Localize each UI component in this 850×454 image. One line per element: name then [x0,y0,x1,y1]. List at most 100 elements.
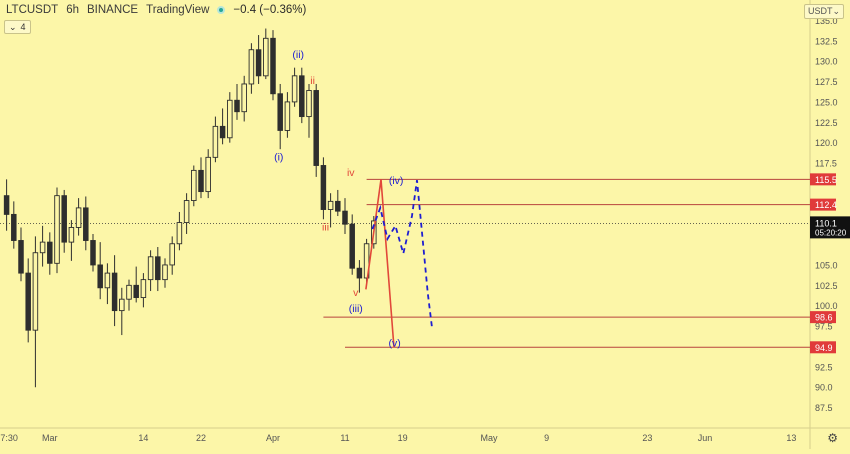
y-tick-label: 100.0 [815,301,838,311]
candle-body [291,75,298,103]
y-tick-label: 87.5 [815,403,833,413]
y-tick-label: 92.5 [815,362,833,372]
candle-body [18,240,24,274]
x-tick-label: Apr [266,433,280,443]
candle-body [47,241,53,264]
y-tick-label: 105.0 [815,260,838,270]
level-tag-label: 112.4 [815,200,837,210]
current-price-tag [810,216,850,239]
indicator-count: 4 [20,22,26,32]
candle-body [97,264,103,289]
candle-body [176,222,183,245]
countdown-label: 05:20:20 [815,228,847,237]
x-tick-label: 9 [544,433,549,443]
y-tick-label: 122.5 [815,118,838,128]
wave-label: iv [347,167,355,179]
gear-icon[interactable]: ⚙ [827,431,838,445]
wave-label: (i) [274,152,283,164]
candle-body [104,272,111,289]
candle-body [227,99,233,139]
candle-body [3,195,10,215]
candle-body [54,195,60,264]
candle-body [183,200,190,224]
candle-body [255,49,262,77]
wave-label: (v) [389,337,401,349]
candle-body [133,284,139,299]
candle-body [32,252,39,331]
exchange-label: BINANCE [86,4,139,16]
candle-body [241,83,247,113]
candle-body [126,284,132,300]
currency-selector[interactable]: USDT⌄ [803,4,844,19]
wave-projection-blue [371,180,434,329]
interval-label[interactable]: 6h [66,4,79,16]
x-tick-label: May [480,433,498,443]
candle-body [25,272,31,331]
candle-body [342,210,348,225]
x-tick-label: 23 [642,433,652,443]
x-tick-label: 17:30 [0,433,18,443]
candle-body [198,169,204,193]
candle-body [306,90,312,118]
candle-body [248,49,255,85]
candle-body [234,99,240,113]
indicator-toggle[interactable]: ⌄ 4 [4,20,31,34]
y-tick-label: 102.5 [815,281,838,291]
candle-body [335,200,341,212]
level-tag-label: 98.6 [815,313,833,323]
x-tick-label: 22 [196,433,206,443]
y-tick-label: 132.5 [815,36,838,46]
wave-projection-red [365,179,395,348]
price-change: −0.4 (−0.36%) [233,4,307,16]
candle-body [68,227,75,243]
wave-label: (iii) [349,303,363,315]
chart-header: LTCUSDT 6h BINANCE TradingView −0.4 (−0.… [6,4,306,16]
y-tick-label: 97.5 [815,322,833,332]
symbol-name[interactable]: LTCUSDT [6,4,59,16]
candle-body [270,37,276,95]
candle-body [299,75,305,118]
candle-body [169,243,175,266]
wave-label: v [353,287,359,299]
candle-body [191,169,197,201]
candle-body [75,207,82,228]
candle-body [162,264,168,281]
x-tick-label: Mar [42,433,58,443]
candle-body [219,125,226,139]
candle-body [212,125,219,158]
wave-label: ii [310,75,315,87]
level-tag-label: 94.9 [815,343,833,353]
x-tick-label: 11 [340,433,349,443]
candle-body [363,243,370,279]
y-tick-label: 125.0 [815,97,838,107]
candle-body [349,223,355,269]
candle-body [119,298,125,312]
candle-body [313,90,319,166]
candle-body [83,207,89,241]
candle-body [140,279,147,299]
x-tick-label: 13 [786,433,796,443]
candle-body [284,101,291,131]
level-tag [810,341,836,354]
x-tick-label: Jun [698,433,713,443]
y-tick-label: 90.0 [815,383,833,393]
market-status-icon [217,6,226,14]
level-tag-label: 115.5 [815,175,837,185]
candle-body [327,200,334,210]
candle-body [205,156,211,193]
candle-body [39,241,46,254]
y-tick-label: 120.0 [815,138,838,148]
candle-body [90,240,96,266]
y-tick-label: 135.0 [815,16,838,26]
wave-label: (iv) [389,175,404,187]
candle-body [263,37,269,77]
x-tick-label: 14 [138,433,148,443]
candle-body [147,256,154,281]
y-tick-label: 127.5 [815,77,838,87]
level-tag [810,173,836,186]
candle-body [320,165,327,210]
candle-body [61,195,67,243]
candle-body [11,213,17,241]
